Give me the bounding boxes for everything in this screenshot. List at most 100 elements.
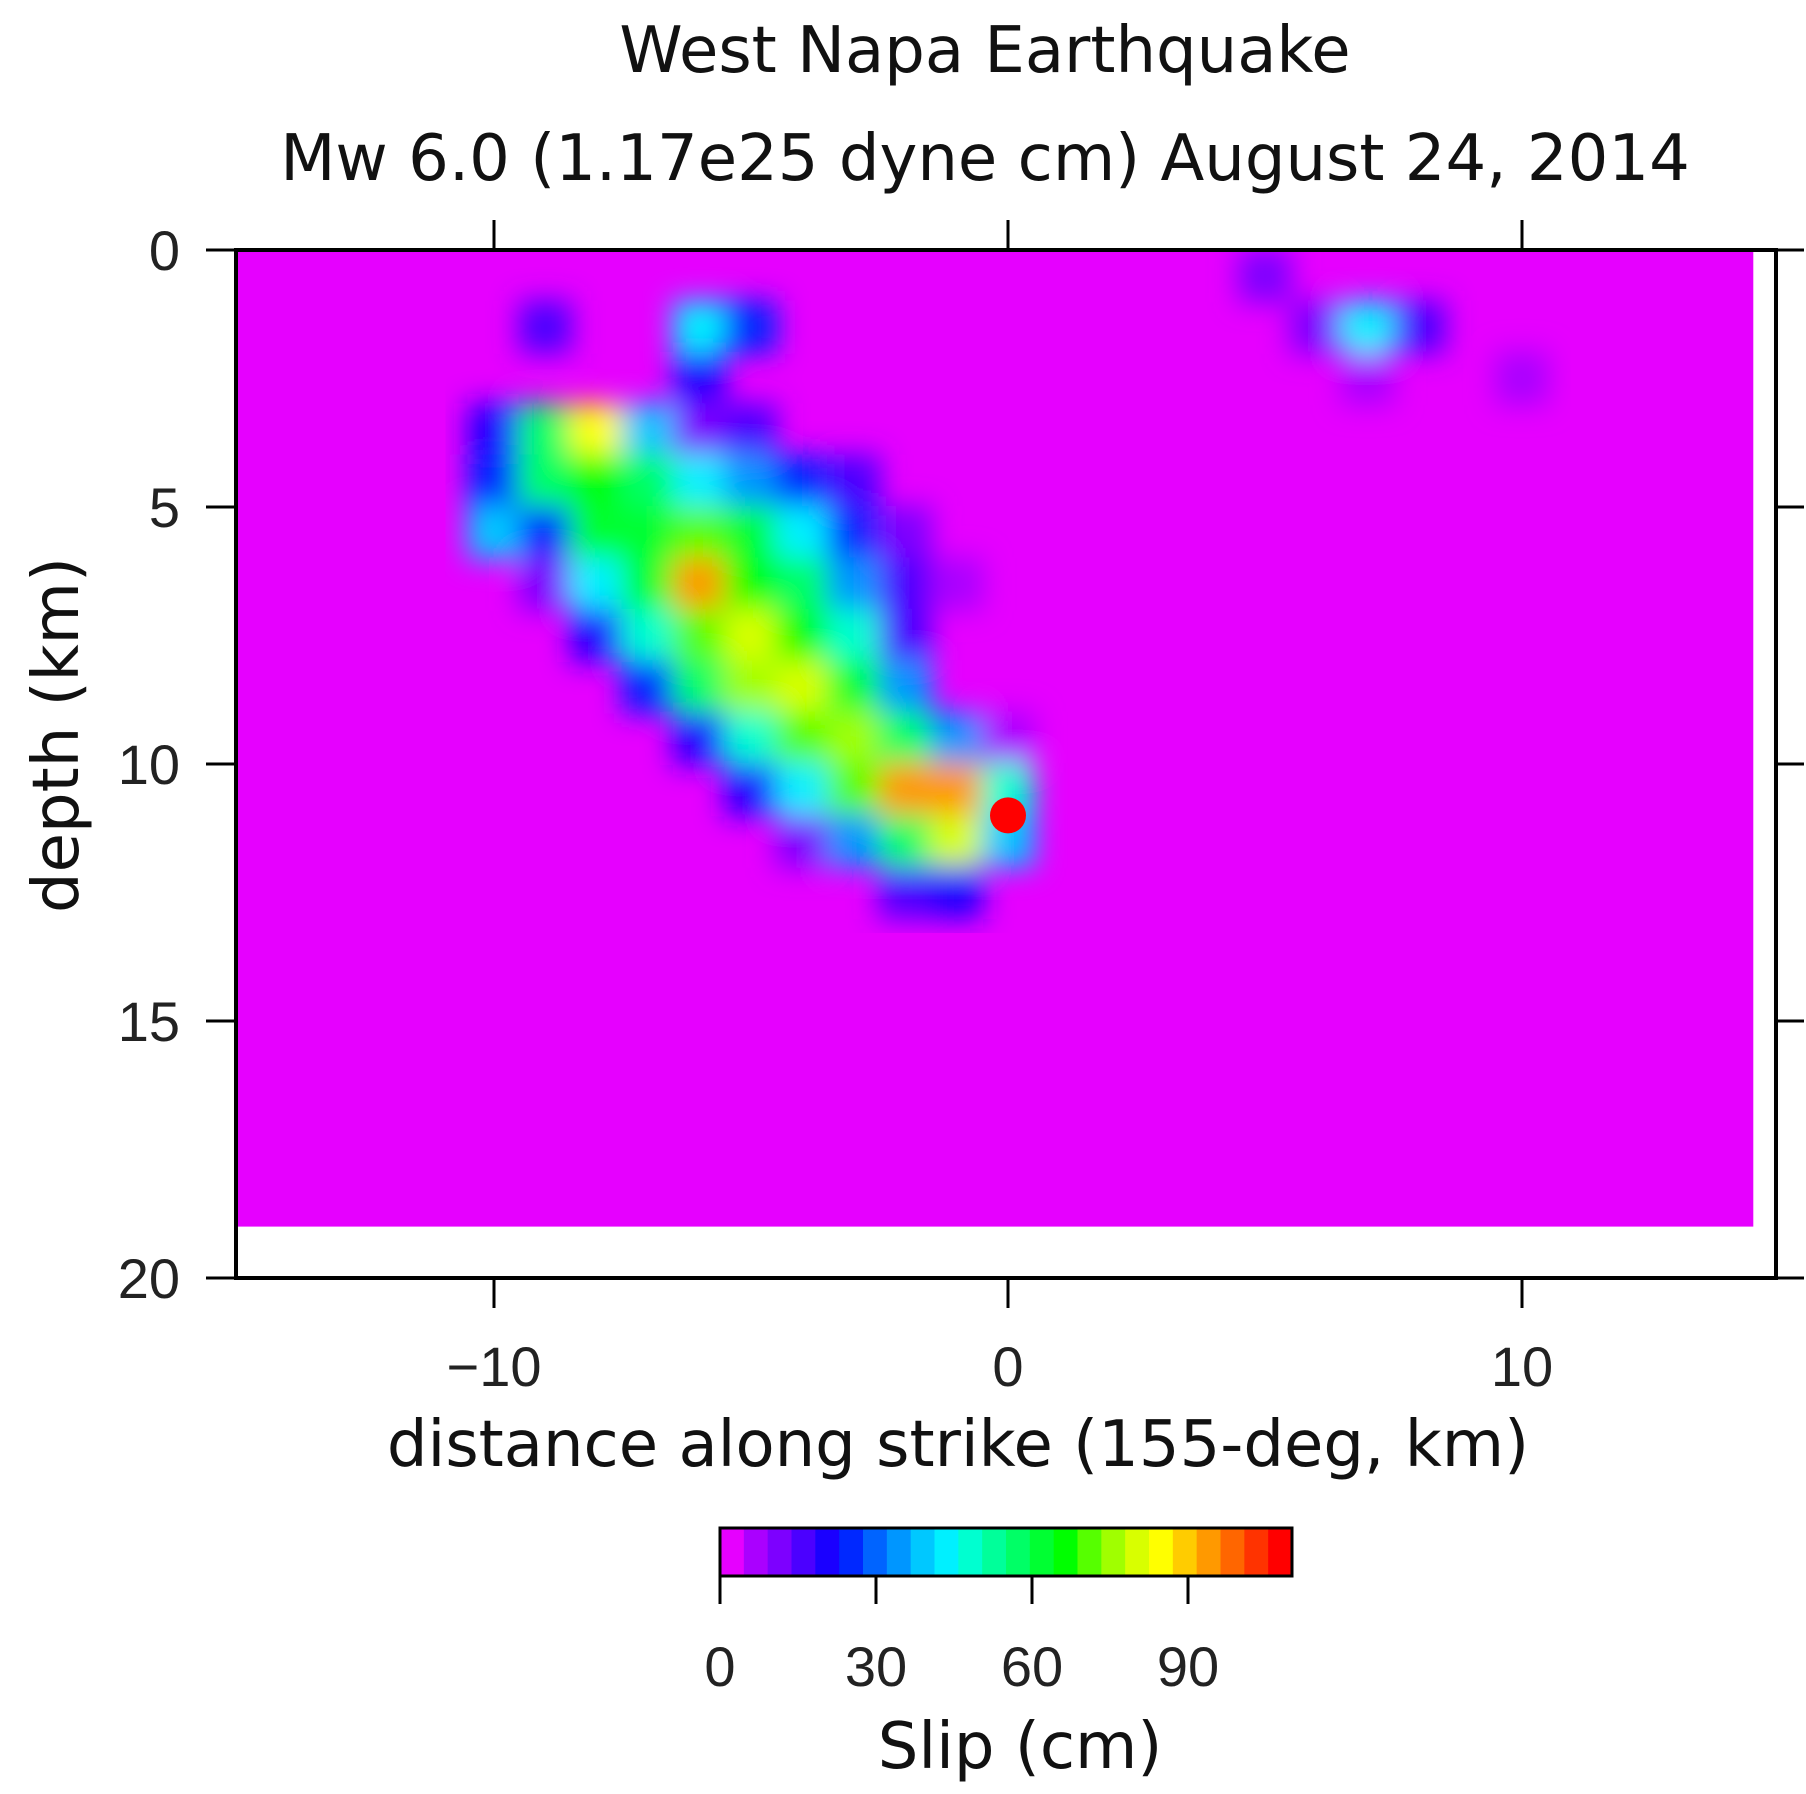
slip-cells bbox=[467, 250, 1549, 920]
colorbar-frame bbox=[718, 1526, 1294, 1578]
slip-cell bbox=[827, 814, 881, 868]
slip-cell bbox=[621, 403, 675, 457]
chart-subtitle: Mw 6.0 (1.17e25 dyne cm) August 24, 2014 bbox=[280, 122, 1690, 196]
slip-cell bbox=[724, 300, 778, 354]
slip-cell bbox=[827, 454, 881, 508]
colorbar-swatch bbox=[791, 1528, 816, 1576]
colorbar-swatch bbox=[839, 1528, 864, 1576]
slip-cell bbox=[1289, 300, 1344, 354]
slip-cell bbox=[878, 814, 932, 868]
colorbar-swatch bbox=[1125, 1528, 1150, 1576]
slip-cell bbox=[929, 865, 984, 920]
slip-cell bbox=[827, 506, 881, 560]
colorbar-swatch bbox=[1101, 1528, 1126, 1576]
slip-cell bbox=[929, 711, 984, 765]
slip-cell bbox=[878, 506, 932, 560]
slip-cell bbox=[518, 506, 573, 560]
slip-cell bbox=[827, 557, 881, 611]
colorbar-swatch bbox=[910, 1528, 936, 1576]
slip-cell bbox=[929, 814, 984, 868]
slip-cell bbox=[1392, 300, 1446, 354]
colorbar-swatch bbox=[982, 1528, 1007, 1576]
slip-cell bbox=[878, 557, 932, 611]
slip-cell bbox=[1238, 250, 1292, 303]
colorbar-swatch bbox=[1196, 1528, 1222, 1576]
colorbar-swatch bbox=[1006, 1528, 1031, 1576]
colorbar-swatch bbox=[1244, 1528, 1269, 1576]
colorbar-swatch bbox=[1220, 1528, 1245, 1576]
colorbar: 0 30 60 90 Slip (cm) bbox=[704, 1526, 1294, 1784]
slip-cell bbox=[621, 506, 675, 560]
slip-cell bbox=[775, 557, 830, 611]
slip-cell bbox=[775, 506, 830, 560]
colorbar-swatch bbox=[934, 1528, 959, 1576]
slip-cell bbox=[570, 506, 624, 560]
slip-cell bbox=[775, 711, 830, 765]
colorbar-swatch bbox=[886, 1528, 912, 1576]
colorbar-swatch bbox=[1268, 1528, 1293, 1576]
colorbar-tick-label: 60 bbox=[1001, 1635, 1063, 1698]
slip-cell bbox=[621, 557, 675, 611]
slip-cell bbox=[672, 660, 727, 714]
slip-cell bbox=[724, 711, 778, 765]
slip-cell bbox=[621, 608, 675, 663]
colorbar-swatch bbox=[863, 1528, 888, 1576]
slip-cell bbox=[878, 608, 932, 663]
slip-cell bbox=[570, 403, 624, 457]
slip-cell bbox=[672, 403, 727, 457]
slip-cell bbox=[827, 763, 881, 817]
slip-cell bbox=[570, 557, 624, 611]
y-tick-label: 5 bbox=[149, 476, 180, 539]
slip-cell bbox=[1495, 351, 1549, 406]
colorbar-swatch bbox=[958, 1528, 983, 1576]
slip-cell bbox=[1341, 351, 1395, 406]
colorbar-swatch bbox=[743, 1528, 769, 1576]
y-tick-label: 0 bbox=[149, 219, 180, 282]
slip-cell bbox=[724, 506, 778, 560]
slip-cell bbox=[467, 506, 521, 560]
colorbar-ticks: 0 30 60 90 bbox=[704, 1576, 1219, 1698]
slip-cell bbox=[1341, 300, 1395, 354]
slip-cell bbox=[724, 763, 778, 817]
slip-cell bbox=[672, 506, 727, 560]
colorbar-swatch bbox=[1172, 1528, 1198, 1576]
x-axis-title: distance along strike (155-deg, km) bbox=[387, 1408, 1529, 1482]
slip-cell bbox=[467, 454, 521, 508]
slip-cell bbox=[570, 608, 624, 663]
slip-cell bbox=[827, 711, 881, 765]
slip-cell bbox=[467, 403, 521, 457]
slip-cell bbox=[878, 763, 932, 817]
slip-cell bbox=[672, 711, 727, 765]
slip-cell bbox=[724, 557, 778, 611]
x-tick-label: −10 bbox=[447, 1335, 542, 1398]
colorbar-swatch bbox=[1029, 1528, 1055, 1576]
y-tick-label: 10 bbox=[118, 733, 180, 796]
slip-cell bbox=[775, 763, 830, 817]
slip-cell bbox=[570, 454, 624, 508]
slip-cell bbox=[724, 608, 778, 663]
slip-cell bbox=[724, 403, 778, 457]
colorbar-swatches bbox=[720, 1528, 1293, 1576]
slip-cell bbox=[621, 660, 675, 714]
slip-cell bbox=[878, 711, 932, 765]
slip-cell bbox=[672, 300, 727, 354]
slip-cell bbox=[981, 711, 1035, 765]
slip-cell bbox=[672, 454, 727, 508]
colorbar-tick-label: 0 bbox=[704, 1635, 735, 1698]
y-tick-label: 20 bbox=[118, 1247, 180, 1310]
colorbar-title: Slip (cm) bbox=[878, 1710, 1163, 1784]
slip-cell bbox=[827, 608, 881, 663]
slip-cell bbox=[775, 814, 830, 868]
colorbar-swatch bbox=[720, 1528, 745, 1576]
slip-cell bbox=[518, 557, 573, 611]
slip-cell bbox=[621, 454, 675, 508]
y-tick-label: 15 bbox=[118, 990, 180, 1053]
plot-area: −10 0 10 0 5 10 15 20 bbox=[118, 219, 1804, 1398]
slip-cell bbox=[929, 763, 984, 817]
slip-cell bbox=[518, 454, 573, 508]
slip-cell bbox=[775, 660, 830, 714]
hypocenter-marker bbox=[990, 797, 1026, 834]
slip-cell bbox=[724, 660, 778, 714]
slip-cell bbox=[827, 660, 881, 714]
